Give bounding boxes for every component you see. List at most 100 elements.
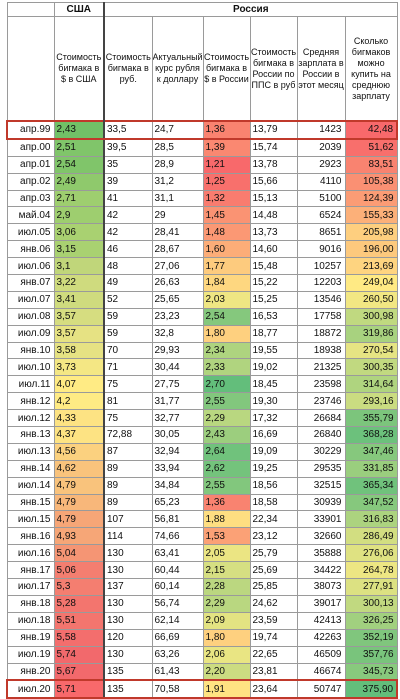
date-cell: апр.99 (6, 120, 55, 140)
ppp-cell: 23,81 (249, 662, 298, 681)
usd-russia-cell: 1,84 (202, 274, 251, 292)
date-cell: июл.18 (6, 611, 55, 630)
usd-russia-cell: 1,80 (202, 324, 251, 343)
ppp-cell: 25,79 (249, 544, 298, 563)
date-cell: янв.20 (6, 662, 55, 681)
usd-russia-cell: 1,53 (202, 527, 251, 546)
usa-price-cell: 2,51 (53, 138, 105, 157)
rub-price-cell: 72,88 (103, 426, 153, 444)
group-russia-header: Россия (102, 2, 398, 17)
rub-price-cell: 89 (103, 493, 153, 512)
count-cell: 314,64 (344, 375, 398, 394)
rub-price-cell: 107 (103, 510, 153, 529)
rate-cell: 32,8 (151, 324, 204, 343)
rub-price-cell: 42 (103, 206, 153, 225)
usd-russia-cell: 1,77 (202, 257, 251, 276)
rub-price-cell: 120 (103, 628, 153, 647)
rub-price-cell: 130 (103, 611, 153, 630)
salary-cell: 13546 (296, 290, 346, 309)
table-row: июл.20 5,71 135 70,58 1,91 23,64 50747 375,90 (6, 679, 399, 699)
rub-price-cell: 33,5 (103, 120, 153, 140)
table-row: янв.12 4,2 81 31,77 2,55 19,30 23746 293,16 (6, 392, 398, 411)
usa-price-cell: 3,73 (53, 358, 105, 377)
table-row: янв.18 5,28 130 56,74 2,29 24,62 39017 300,13 (6, 594, 398, 613)
ppp-cell: 19,09 (249, 442, 298, 461)
salary-cell: 5100 (296, 189, 346, 208)
rub-price-cell: 39 (103, 172, 153, 191)
salary-cell: 35888 (296, 544, 346, 563)
group-usa-header: США (53, 2, 105, 17)
date-cell: апр.01 (6, 155, 55, 174)
count-cell: 300,13 (344, 594, 398, 613)
usa-price-cell: 5,04 (53, 544, 105, 563)
usd-russia-cell: 2,62 (202, 459, 251, 478)
date-cell: июл.15 (6, 510, 55, 529)
rate-cell: 60,14 (151, 578, 204, 596)
rate-cell: 26,63 (151, 274, 204, 292)
usd-russia-cell: 2,06 (202, 645, 251, 664)
table-row: янв.17 5,06 130 60,44 2,15 25,69 34422 264,78 (6, 561, 398, 580)
salary-cell: 29535 (296, 459, 346, 478)
table-row: янв.15 4,79 89 65,23 1,36 18,58 30939 347,52 (6, 493, 398, 512)
ppp-cell: 15,13 (249, 189, 298, 208)
count-cell: 345,73 (344, 662, 398, 681)
salary-col-header: Средняя зарплата в России в этот месяц (296, 16, 346, 122)
rub-price-cell: 87 (103, 442, 153, 461)
usd-russia-cell: 2,15 (202, 561, 251, 580)
usd-russia-col-header: Стоимость бигмака в $ в России (202, 16, 251, 122)
rate-cell: 34,84 (151, 476, 204, 495)
bigmac-table-container: США Россия Стоимость бигмака в $ в США С… (6, 2, 399, 699)
usa-price-cell: 2,49 (53, 172, 105, 191)
rub-price-cell: 130 (103, 544, 153, 563)
usa-price-cell: 3,41 (53, 290, 105, 309)
salary-cell: 30229 (296, 442, 346, 461)
usa-price-cell: 4,79 (53, 510, 105, 529)
count-cell: 264,78 (344, 561, 398, 580)
date-cell: июл.09 (6, 324, 55, 343)
ppp-cell: 18,45 (249, 375, 298, 394)
table-row: янв.20 5,67 135 61,43 2,20 23,81 46674 345,73 (6, 662, 398, 681)
rate-cell: 63,41 (151, 544, 204, 563)
date-cell: июл.12 (6, 409, 55, 428)
usd-russia-cell: 2,55 (202, 476, 251, 495)
salary-cell: 18872 (296, 324, 346, 343)
date-cell: янв.12 (6, 392, 55, 411)
date-cell: июл.06 (6, 257, 55, 276)
count-cell: 124,39 (344, 189, 398, 208)
ppp-cell: 17,32 (249, 409, 298, 428)
table-row: июл.17 5,3 137 60,14 2,28 25,85 38073 277,91 (6, 578, 398, 596)
rub-price-cell: 89 (103, 476, 153, 495)
ppp-cell: 18,58 (249, 493, 298, 512)
count-cell: 286,49 (344, 527, 398, 546)
rub-price-cell: 130 (103, 645, 153, 664)
date-cell: июл.10 (6, 358, 55, 377)
rub-price-cell: 71 (103, 358, 153, 377)
rub-price-cell: 41 (103, 189, 153, 208)
usd-russia-cell: 1,25 (202, 172, 251, 191)
table-row: янв.10 3,58 70 29,93 2,34 19,55 18938 270,54 (6, 341, 398, 360)
usd-russia-cell: 2,34 (202, 341, 251, 360)
rate-cell: 28,9 (151, 155, 204, 174)
ppp-col-header: Стоимость бигмака в России по ППС в руб (249, 16, 298, 122)
ppp-cell: 15,48 (249, 257, 298, 276)
date-cell: янв.06 (6, 240, 55, 259)
table-row: июл.06 3,1 48 27,06 1,77 15,48 10257 213,69 (6, 257, 398, 276)
usd-russia-cell: 2,29 (202, 594, 251, 613)
count-cell: 213,69 (344, 257, 398, 276)
salary-cell: 6524 (296, 206, 346, 225)
usa-price-cell: 2,71 (53, 189, 105, 208)
usa-price-cell: 2,9 (53, 206, 105, 225)
count-cell: 300,35 (344, 358, 398, 377)
rub-price-cell: 135 (103, 679, 153, 699)
salary-cell: 1423 (296, 120, 346, 140)
rate-cell: 33,94 (151, 459, 204, 478)
usd-russia-cell: 1,60 (202, 240, 251, 259)
usd-russia-cell: 1,36 (202, 120, 251, 140)
table-row: апр.00 2,51 39,5 28,5 1,39 15,74 2039 51,62 (6, 138, 398, 157)
usa-price-cell: 5,28 (53, 594, 105, 613)
usa-price-cell: 3,57 (53, 307, 105, 326)
usd-russia-cell: 1,91 (202, 679, 251, 699)
count-cell: 196,00 (344, 240, 398, 259)
ppp-cell: 13,79 (249, 120, 298, 140)
ppp-cell: 15,22 (249, 274, 298, 292)
